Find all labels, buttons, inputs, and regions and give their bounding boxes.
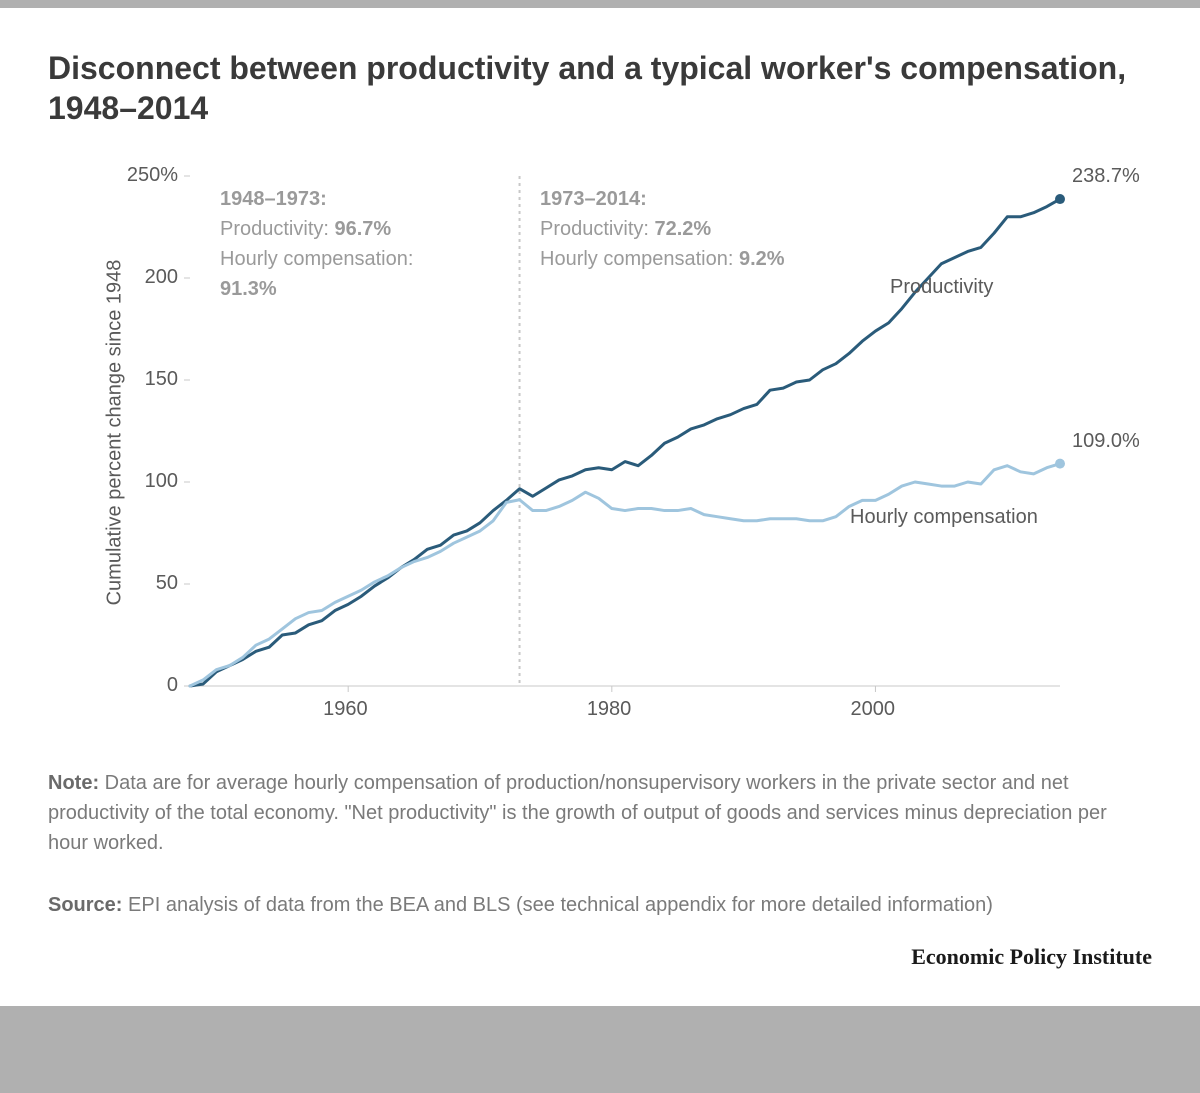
series-name-label: Hourly compensation: [850, 506, 1038, 529]
x-tick-label: 1960: [323, 698, 368, 721]
y-tick-label: 250%: [127, 164, 178, 187]
y-tick-label: 100: [145, 470, 178, 493]
chart-container: Disconnect between productivity and a ty…: [0, 8, 1200, 1006]
period-annotation: 1973–2014:Productivity: 72.2%Hourly comp…: [540, 184, 785, 274]
series-end-label: 109.0%: [1072, 430, 1140, 453]
y-tick-label: 150: [145, 368, 178, 391]
period-annotation: 1948–1973:Productivity: 96.7%Hourly comp…: [220, 184, 413, 304]
source-label: Source:: [48, 894, 122, 916]
note-label: Note:: [48, 772, 99, 794]
attribution: Economic Policy Institute: [48, 944, 1152, 970]
series-name-label: Productivity: [890, 276, 993, 299]
chart-plot-area: 0 50 100 150 200 250% 1960 1980 2000 238.7% Produc…: [60, 156, 1140, 736]
chart-title: Disconnect between productivity and a ty…: [48, 48, 1152, 128]
y-axis-label: Cumulative percent change since 1948: [104, 243, 127, 623]
source-block: Source: EPI analysis of data from the BE…: [48, 890, 1152, 920]
series-end-label: 238.7%: [1072, 165, 1140, 188]
y-tick-label: 50: [156, 572, 178, 595]
note-text: Data are for average hourly compensation…: [48, 772, 1107, 854]
source-text: EPI analysis of data from the BEA and BL…: [122, 894, 992, 916]
y-tick-label: 200: [145, 266, 178, 289]
y-tick-label: 0: [167, 674, 178, 697]
x-tick-label: 2000: [850, 698, 895, 721]
note-block: Note: Data are for average hourly compen…: [48, 768, 1152, 858]
x-tick-label: 1980: [587, 698, 632, 721]
